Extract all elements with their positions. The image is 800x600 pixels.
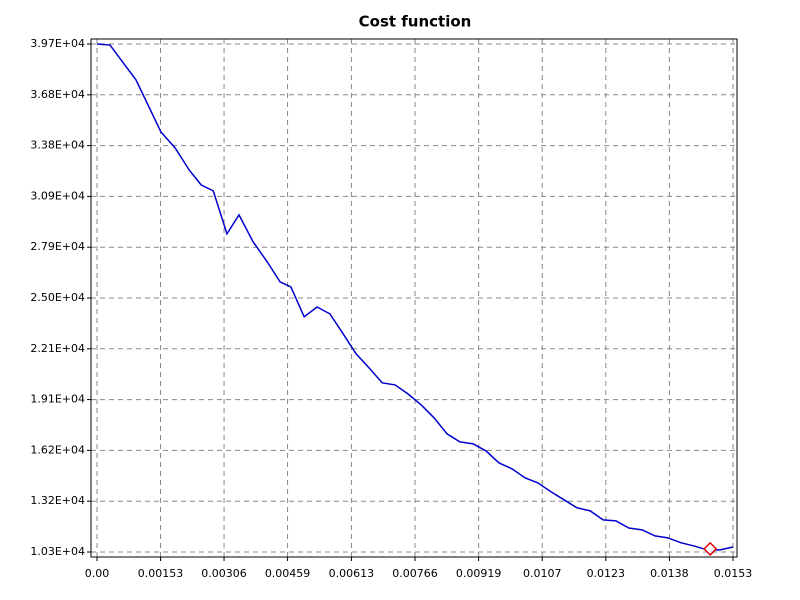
y-tick-label: 1.91E+04 (30, 393, 85, 406)
x-tick-label: 0.00919 (456, 567, 502, 580)
x-tick-label: 0.00613 (329, 567, 375, 580)
y-tick-label: 3.97E+04 (30, 37, 85, 50)
y-tick-label: 3.09E+04 (30, 189, 85, 202)
x-tick-label: 0.00306 (201, 567, 247, 580)
line (96, 43, 734, 551)
highlight-marker (703, 541, 718, 556)
plot-frame (90, 38, 738, 558)
chart-title: Cost function (359, 13, 472, 31)
y-tick-label: 3.68E+04 (30, 88, 85, 101)
x-tick-label: 0.00153 (138, 567, 184, 580)
y-tick-label: 2.21E+04 (30, 342, 85, 355)
y-tick-label: 1.03E+04 (30, 545, 85, 558)
x-tick-label: 0.00459 (265, 567, 311, 580)
x-tick-label: 0.0123 (587, 567, 626, 580)
x-tick-label: 0.00 (85, 567, 110, 580)
x-tick-label: 0.00766 (392, 567, 438, 580)
y-tick-label: 2.79E+04 (30, 240, 85, 253)
x-tick-label: 0.0138 (650, 567, 689, 580)
x-tick-label: 0.0153 (714, 567, 753, 580)
y-tick-label: 3.38E+04 (30, 139, 85, 152)
x-tick-label: 0.0107 (523, 567, 562, 580)
y-tick-label: 2.50E+04 (30, 291, 85, 304)
y-tick-label: 1.32E+04 (30, 494, 85, 507)
y-tick-label: 1.62E+04 (30, 443, 85, 456)
